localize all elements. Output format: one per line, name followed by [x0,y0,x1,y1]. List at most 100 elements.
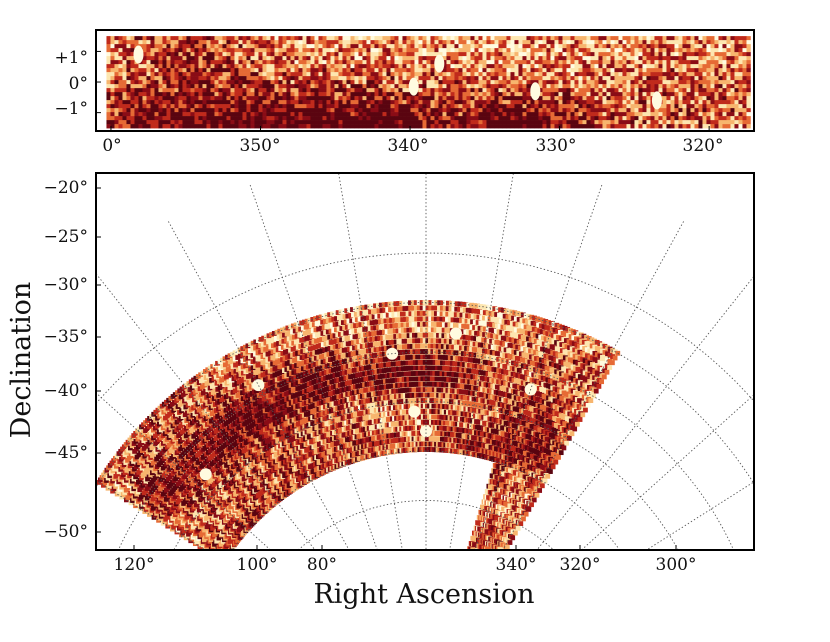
top-map-cell [438,108,443,113]
top-map-cell [650,116,655,121]
top-map-cell [374,48,379,53]
top-map-cell [502,44,507,49]
top-map-cell [430,116,435,121]
top-map-cell [386,112,391,117]
top-map-cell [666,56,671,61]
bottom-map-cell [602,368,607,374]
top-map-cell [714,68,719,73]
bottom-map-cell [402,311,408,317]
bottom-map-cell [526,325,532,331]
bottom-map-cell [321,313,327,319]
top-map-cell [314,124,319,129]
top-map-cell [310,104,315,109]
top-map-cell [386,40,391,45]
top-map-cell [606,92,611,97]
top-map-cell [286,124,291,129]
top-map-cell [734,44,739,49]
top-map-cell [254,64,259,69]
top-map-cell [650,64,655,69]
top-map-cell [670,56,675,61]
top-map-cell [566,80,571,85]
top-map-cell [146,40,151,45]
top-map-cell [110,56,115,61]
top-map-cell [294,60,299,65]
top-map-cell [174,56,179,61]
top-map-cell [298,116,303,121]
top-map-cell [122,52,127,57]
top-map-cell [554,36,559,41]
top-map-cell [158,120,163,125]
bottom-map-cell [258,349,263,355]
bottom-map-cell [607,358,613,364]
top-map-cell [566,52,571,57]
top-map-cell [486,44,491,49]
top-map-cell [274,116,279,121]
top-map-cell [430,36,435,41]
top-map-cell [198,120,203,125]
bottom-map-cell [250,353,256,358]
bottom-map-cell [502,330,507,336]
top-map-cell [422,108,427,113]
bottom-map-cell [384,324,389,329]
top-map-cell [618,48,623,53]
bottom-map-cell [607,352,613,358]
bottom-map-cell [270,343,276,349]
top-map-cell [338,48,343,53]
top-map-cell [354,108,359,113]
bottom-map-cell [240,352,246,358]
top-map-cell [214,48,219,53]
top-map-cell [610,92,615,97]
bottom-map-cell [477,309,482,315]
top-map-cell [486,48,491,53]
top-map-cell [506,112,511,117]
top-map-cell [638,112,643,117]
top-map-cell [462,40,467,45]
bottom-map-cell [562,349,568,355]
top-map-cell [190,124,195,129]
top-map-cell [594,36,599,41]
top-map-cell [230,92,235,97]
top-map-cell [106,60,111,65]
top-map-cell [514,56,519,61]
bottom-map-cell [382,313,388,318]
top-map-cell [290,64,295,69]
top-map-cell [266,108,271,113]
top-map-cell [614,64,619,69]
bottom-map-cell [248,348,253,354]
top-map-cell [366,52,371,57]
bottom-map-cell [419,305,425,311]
top-map-cell [526,84,531,89]
top-map-cell [470,48,475,53]
top-map-cell [634,84,639,89]
top-map-cell [234,88,239,93]
top-map-cell [166,100,171,105]
top-map-cell [122,76,127,81]
top-map-cell [106,36,111,41]
bottom-map-cell [329,334,335,339]
top-map-cell [326,116,331,121]
top-map-cell [622,88,627,93]
top-map-cell [414,104,419,109]
top-map-cell [518,100,523,105]
top-map-cell [130,60,135,65]
top-map-cell [514,100,519,105]
bottom-map-cell [357,316,363,322]
top-map-cell [234,92,239,97]
top-map-cell [358,68,363,73]
top-map-cell [430,76,435,81]
top-map-cell [606,76,611,81]
bottom-map-cell [431,316,436,322]
top-map-cell [470,96,475,101]
top-map-cell [202,40,207,45]
top-map-cell [482,40,487,45]
top-map-cell [182,64,187,69]
top-map-cell [170,80,175,85]
bottom-map-cell [220,357,225,363]
top-map-cell [306,36,311,41]
top-map-cell [374,92,379,97]
top-map-cell [678,68,683,73]
top-map-cell [130,68,135,73]
top-map-cell [174,36,179,41]
top-map-cell [614,120,619,125]
top-map-cell [582,44,587,49]
